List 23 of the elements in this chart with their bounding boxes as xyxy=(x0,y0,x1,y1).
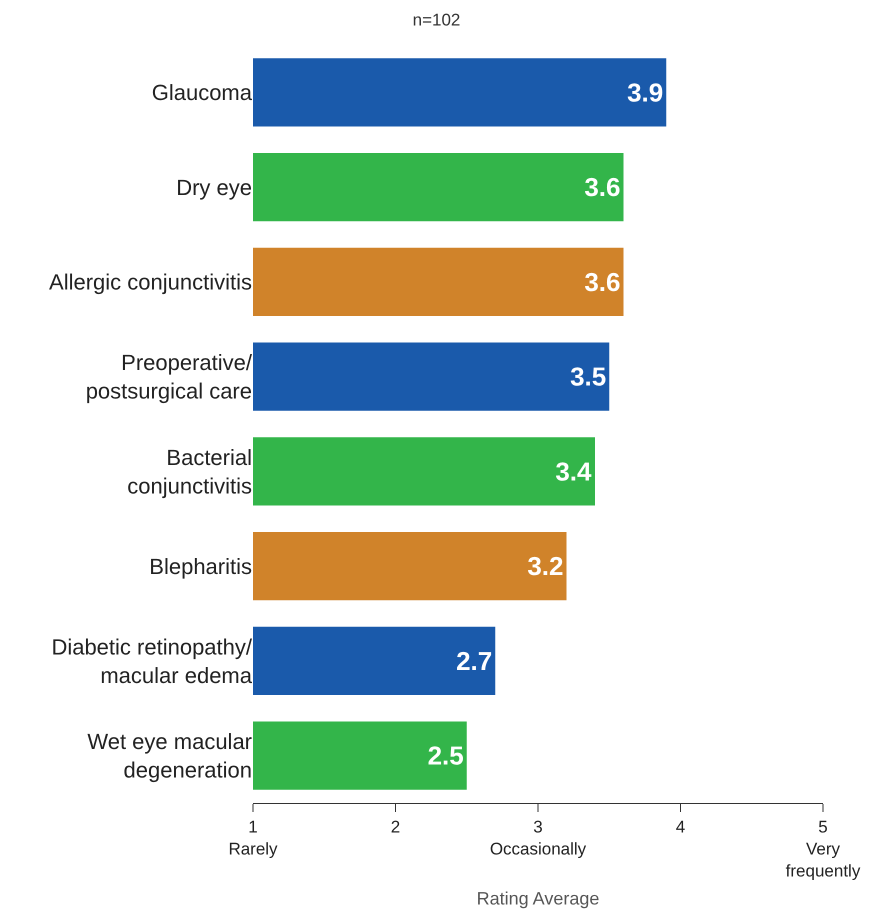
data-label: 3.2 xyxy=(527,551,564,582)
data-label: 3.6 xyxy=(584,172,620,202)
x-tick-label: 1 Rarely xyxy=(228,817,278,858)
chart-title: n=102 xyxy=(412,10,460,30)
data-label: 2.7 xyxy=(456,646,492,676)
x-tick-label: 3 Occasionally xyxy=(490,817,587,858)
x-tick-label: 5 Very frequently xyxy=(786,817,861,881)
y-tick-label: Dry eye xyxy=(176,174,252,200)
y-tick-label: Bacterial conjunctivitis xyxy=(127,444,252,498)
y-tick-label: Blepharitis xyxy=(149,554,252,579)
x-tick-label: 2 xyxy=(390,817,400,836)
y-tick-label: Wet eye macular degeneration xyxy=(87,729,252,783)
y-tick-label: Diabetic retinopathy/ macular edema xyxy=(51,634,253,688)
data-label: 3.5 xyxy=(570,362,606,392)
data-label: 3.9 xyxy=(627,77,664,108)
x-tick-label: 4 xyxy=(676,817,686,836)
data-label: 2.5 xyxy=(428,740,464,771)
y-tick-label: Glaucoma xyxy=(152,80,253,106)
y-tick-label: Preoperative/ postsurgical care xyxy=(86,350,253,404)
data-label: 3.4 xyxy=(555,456,592,486)
data-label: 3.6 xyxy=(584,266,620,297)
x-axis-title: Rating Average xyxy=(476,888,600,909)
y-tick-label: Allergic conjunctivitis xyxy=(49,270,252,295)
